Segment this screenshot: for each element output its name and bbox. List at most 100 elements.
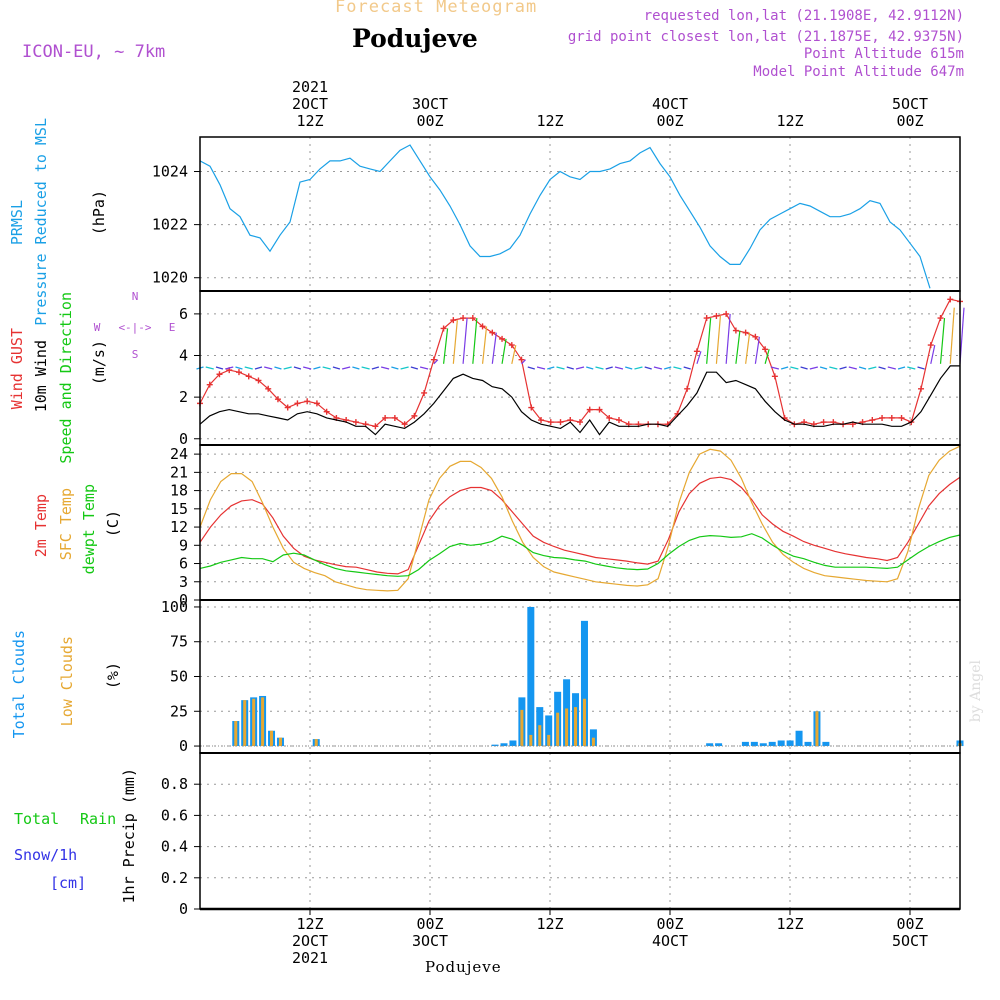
wind-direction-arrow	[362, 367, 370, 369]
wind-gust-marker	[616, 417, 622, 423]
low-clouds-bar	[261, 697, 264, 746]
wind-direction-arrow	[502, 339, 506, 364]
y-tick-label: 0.2	[161, 869, 188, 887]
y-tick-label: 0	[179, 900, 188, 918]
bottom-time-date: 2OCT	[292, 932, 328, 950]
wind-direction-arrow	[840, 367, 847, 369]
y-tick-label: 4	[179, 347, 188, 365]
wind-direction-arrow	[898, 367, 905, 369]
wind-direction-arrow	[463, 318, 467, 364]
total-clouds-bar	[778, 740, 785, 746]
low-clouds-bar	[279, 738, 282, 746]
wind-direction-arrow	[801, 367, 808, 369]
wind-direction-arrow	[576, 367, 584, 369]
wind-direction-arrow	[264, 367, 272, 369]
wind-direction-arrow	[567, 367, 574, 369]
wind-direction-arrow	[483, 326, 487, 363]
wind-direction-arrow	[918, 367, 925, 369]
top-time-year: 2021	[292, 78, 328, 96]
dewpt-temp-line	[200, 534, 960, 577]
total-clouds-bar	[769, 742, 776, 746]
panel-frame	[200, 753, 960, 909]
y-tick-label: 9	[179, 536, 188, 554]
wind-direction-arrow	[707, 318, 711, 364]
wind-direction-arrow	[859, 367, 866, 369]
y-tick-label: 1022	[152, 216, 188, 234]
wind-direction-arrow	[420, 367, 428, 369]
wind-direction-arrow	[411, 367, 418, 369]
wind-direction-arrow	[684, 367, 691, 369]
wind-gust-marker	[928, 342, 934, 348]
y-tick-label: 0.8	[161, 775, 188, 793]
wind-direction-arrow	[401, 367, 409, 369]
y-tick-label: 75	[170, 633, 188, 651]
wind-direction-arrow	[673, 367, 681, 369]
top-time-date: 5OCT	[892, 95, 928, 113]
wind-direction-arrow	[781, 367, 788, 369]
compass-arrow: <-|->	[118, 321, 151, 334]
low-clouds-bar	[565, 708, 568, 746]
wind-direction-arrow	[950, 308, 954, 364]
wind-direction-arrow	[736, 331, 740, 364]
bottom-time-hour: 12Z	[536, 915, 563, 933]
wind-gust-marker	[694, 348, 700, 354]
bottom-time-date: 4OCT	[652, 932, 688, 950]
wind-direction-arrow	[284, 367, 292, 369]
wind-gust-marker	[353, 419, 359, 425]
wind-gust-marker	[558, 419, 564, 425]
wind-gust-marker	[460, 315, 466, 321]
y-tick-label: 100	[161, 598, 188, 616]
wind-direction-arrow	[391, 367, 398, 369]
wind-direction-arrow	[547, 367, 554, 369]
bottom-time-hour: 00Z	[416, 915, 443, 933]
wind-direction-arrow	[634, 367, 642, 369]
low-clouds-bar	[547, 735, 550, 746]
total-clouds-bar	[742, 742, 749, 746]
compass-south: S	[132, 348, 139, 361]
y-tick-label: 50	[170, 668, 188, 686]
wind-gust-marker	[889, 415, 895, 421]
low-clouds-bar	[243, 700, 246, 746]
total-clouds-bar	[751, 742, 758, 746]
wind-direction-arrow	[888, 367, 896, 369]
sfc-temp-line	[200, 446, 960, 591]
wind-direction-arrow	[790, 367, 798, 369]
wind-direction-arrow	[849, 367, 857, 369]
wind-direction-arrow	[716, 316, 720, 364]
y-tick-label: 25	[170, 702, 188, 720]
top-time-hour: 00Z	[656, 112, 683, 130]
wind-direction-arrow	[615, 367, 623, 369]
wind-gust-line	[200, 299, 960, 426]
low-clouds-bar	[574, 707, 577, 746]
wind-direction-arrow	[625, 367, 632, 369]
wind-direction-arrow	[333, 367, 340, 369]
low-clouds-bar	[252, 699, 255, 746]
y-tick-label: 3	[179, 573, 188, 591]
low-clouds-bar	[592, 738, 595, 746]
y-tick-label: 15	[170, 500, 188, 518]
bottom-time-hour: 00Z	[896, 915, 923, 933]
wind-direction-arrow	[868, 367, 876, 369]
y-tick-label: 0	[179, 737, 188, 755]
y-tick-label: 1024	[152, 163, 188, 181]
bottom-time-year: 2021	[292, 949, 328, 967]
top-time-hour: 12Z	[296, 112, 323, 130]
wind-gust-marker	[918, 386, 924, 392]
wind-gust-marker	[938, 315, 944, 321]
y-tick-label: 0.6	[161, 806, 188, 824]
wind-gust-marker	[499, 336, 505, 342]
wind-gust-marker	[772, 373, 778, 379]
top-time-hour: 00Z	[896, 112, 923, 130]
wind-gust-marker	[821, 419, 827, 425]
wind-gust-marker	[294, 400, 300, 406]
top-time-date: 3OCT	[412, 95, 448, 113]
wind-direction-arrow	[606, 367, 613, 369]
total-clouds-bar	[760, 743, 767, 746]
wind-direction-arrow	[820, 367, 827, 369]
y-tick-label: 2	[179, 388, 188, 406]
total-clouds-bar	[796, 731, 803, 746]
low-clouds-bar	[556, 713, 559, 746]
wind-direction-arrow	[453, 320, 457, 364]
wind-direction-arrow	[726, 314, 730, 364]
top-time-hour: 12Z	[536, 112, 563, 130]
